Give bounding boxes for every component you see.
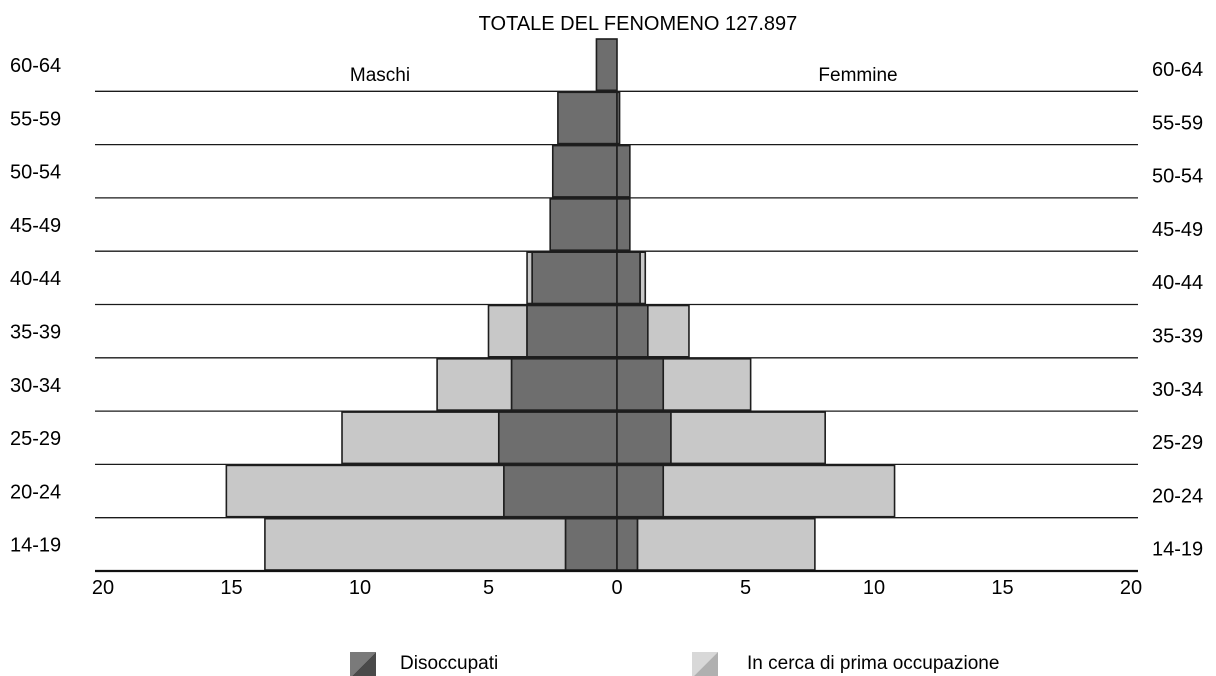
age-label-right: 14-19 [1152, 539, 1203, 561]
bar-femmine-disoccupati [616, 144, 631, 198]
x-tick-label: 5 [740, 577, 751, 599]
age-label-right: 55-59 [1152, 112, 1203, 134]
bar-femmine-disoccupati [616, 464, 665, 518]
age-label-right: 35-39 [1152, 326, 1203, 348]
x-tick-label: 10 [349, 577, 371, 599]
bar-femmine-prima-occupazione [662, 464, 896, 518]
age-label-left: 55-59 [10, 108, 61, 130]
x-tick-label: 20 [1120, 577, 1142, 599]
legend-item: Disoccupati [350, 652, 498, 676]
bar-maschi-prima-occupazione [436, 357, 513, 411]
bar-femmine-disoccupati [616, 517, 639, 571]
age-labels: 60-64 60-64 55-59 55-59 50-54 50-54 45-49 45-49… [10, 55, 1203, 561]
bar-maschi-prima-occupazione [264, 517, 567, 571]
bar-femmine-disoccupati [616, 251, 641, 305]
bar-maschi-disoccupati [557, 91, 618, 145]
age-label-right: 25-29 [1152, 432, 1203, 454]
legend-swatch [694, 652, 718, 676]
femmine-label: Femmine [818, 65, 897, 86]
legend-label: In cerca di prima occupazione [747, 653, 999, 674]
x-tick-label: 20 [92, 577, 114, 599]
age-label-left: 50-54 [10, 162, 61, 184]
legend: Disoccupati In cerca di prima occupazione [350, 652, 999, 676]
age-label-left: 25-29 [10, 428, 61, 450]
bar-femmine-disoccupati [616, 411, 672, 465]
age-label-right: 50-54 [1152, 166, 1203, 188]
age-label-right: 20-24 [1152, 485, 1203, 507]
age-label-right: 45-49 [1152, 219, 1203, 241]
bar-maschi-disoccupati [497, 411, 618, 465]
x-tick-label: 15 [220, 577, 242, 599]
age-label-left: 35-39 [10, 322, 61, 344]
maschi-label: Maschi [350, 65, 410, 86]
age-label-right: 40-44 [1152, 272, 1203, 294]
legend-swatch [350, 652, 376, 676]
bar-maschi-disoccupati [526, 304, 618, 358]
x-tick-label: 0 [611, 577, 622, 599]
bars-group [225, 38, 896, 571]
bar-maschi-prima-occupazione [487, 304, 528, 358]
row-gridlines [95, 90, 1138, 519]
x-tick-label: 10 [863, 577, 885, 599]
bar-maschi-disoccupati [549, 198, 618, 251]
legend-swatch [692, 652, 718, 676]
legend-item: In cerca di prima occupazione [692, 652, 999, 676]
x-tick-label: 15 [991, 577, 1013, 599]
bar-maschi-prima-occupazione [341, 411, 500, 465]
bar-femmine-prima-occupazione [662, 357, 752, 411]
bar-maschi-disoccupati [551, 144, 618, 198]
x-tick-label: 5 [483, 577, 494, 599]
legend-swatch [352, 652, 376, 676]
bar-maschi-disoccupati [595, 38, 618, 92]
bar-femmine-disoccupati [616, 304, 649, 358]
bar-maschi-prima-occupazione [225, 464, 505, 518]
age-label-left: 45-49 [10, 215, 61, 237]
bar-maschi-disoccupati [503, 464, 618, 518]
bar-maschi-disoccupati [531, 251, 618, 305]
chart-title: TOTALE DEL FENOMENO 127.897 [479, 13, 798, 35]
age-label-left: 60-64 [10, 55, 61, 77]
age-label-left: 20-24 [10, 481, 61, 503]
bar-femmine-disoccupati [616, 91, 621, 145]
bar-femmine-prima-occupazione [647, 304, 690, 358]
bar-femmine-prima-occupazione [670, 411, 826, 465]
bar-maschi-disoccupati [564, 517, 618, 571]
bar-maschi-disoccupati [510, 357, 618, 411]
bar-femmine-prima-occupazione [639, 251, 647, 305]
x-axis: 20 15 10 5 0 5 10 15 20 [92, 569, 1142, 599]
age-label-left: 14-19 [10, 535, 61, 557]
age-label-left: 30-34 [10, 375, 61, 397]
age-label-right: 30-34 [1152, 379, 1203, 401]
age-label-left: 40-44 [10, 268, 61, 290]
bar-femmine-disoccupati [616, 198, 631, 251]
bar-femmine-prima-occupazione [636, 517, 816, 571]
legend-label: Disoccupati [400, 653, 498, 674]
bar-femmine-disoccupati [616, 357, 665, 411]
age-label-right: 60-64 [1152, 59, 1203, 81]
